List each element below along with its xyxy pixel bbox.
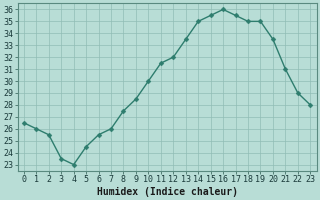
X-axis label: Humidex (Indice chaleur): Humidex (Indice chaleur) [97, 186, 237, 197]
